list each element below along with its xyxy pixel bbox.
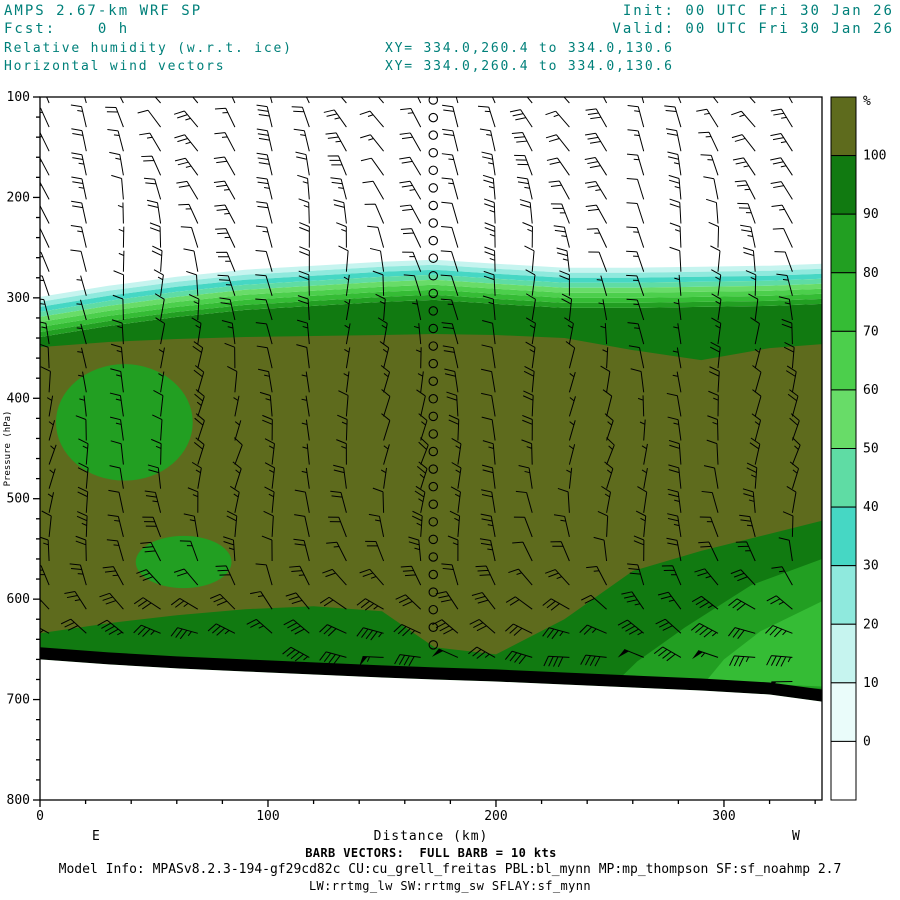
svg-text:100: 100	[863, 149, 886, 164]
svg-text:0: 0	[863, 734, 871, 749]
svg-text:0: 0	[36, 809, 44, 824]
barb-legend: BARB VECTORS: FULL BARB = 10 kts	[305, 846, 557, 860]
physics-info-line: LW:rrtmg_lw SW:rrtmg_sw SFLAY:sf_mynn	[308, 879, 592, 893]
valid-time: Valid: 00 UTC Fri 30 Jan 26	[612, 21, 894, 37]
rh-field	[40, 259, 822, 800]
svg-text:700: 700	[7, 693, 30, 708]
svg-text:300: 300	[712, 809, 735, 824]
svg-text:10: 10	[863, 676, 879, 691]
x-axis-title: Distance (km)	[373, 829, 489, 844]
svg-text:600: 600	[7, 592, 30, 607]
svg-text:200: 200	[484, 809, 507, 824]
svg-text:90: 90	[863, 207, 879, 222]
y-axis-title: Pressure (hPa)	[3, 411, 13, 487]
field-label-rh: Relative humidity (w.r.t. ice)	[4, 41, 293, 56]
svg-text:100: 100	[256, 809, 279, 824]
east-end-label: E	[92, 829, 101, 844]
init-time: Init: 00 UTC Fri 30 Jan 26	[622, 3, 894, 19]
svg-text:500: 500	[7, 492, 30, 507]
model-info-line: Model Info: MPASv8.2.3-194-gf29cd82c CU:…	[58, 862, 842, 877]
svg-text:300: 300	[7, 291, 30, 306]
svg-text:60: 60	[863, 383, 879, 398]
svg-text:80: 80	[863, 266, 879, 281]
svg-text:200: 200	[7, 190, 30, 205]
svg-text:400: 400	[7, 391, 30, 406]
svg-text:800: 800	[7, 793, 30, 808]
model-title: AMPS 2.67-km WRF SP	[4, 3, 203, 19]
field-label-wind: Horizontal wind vectors	[4, 59, 226, 74]
svg-text:50: 50	[863, 442, 879, 457]
svg-text:30: 30	[863, 559, 879, 574]
forecast-hour: Fcst: 0 h	[4, 21, 130, 37]
svg-text:100: 100	[7, 90, 30, 105]
colorbar	[830, 96, 857, 801]
axis-tick-labels: 100 200 300 400 500 600 700 800 0 100 200 300 Pressu…	[3, 90, 736, 824]
cross-section-coords-2: XY= 334.0,260.4 to 334.0,130.6	[385, 59, 674, 74]
cross-section-point-markers	[428, 97, 439, 650]
axes	[33, 96, 823, 807]
wind-barbs	[40, 97, 801, 692]
svg-text:40: 40	[863, 500, 879, 515]
svg-text:20: 20	[863, 617, 879, 632]
svg-text:70: 70	[863, 324, 879, 339]
colorbar-units-label: %	[863, 94, 871, 109]
west-end-label: W	[792, 829, 801, 844]
cross-section-coords-1: XY= 334.0,260.4 to 334.0,130.6	[385, 41, 674, 56]
